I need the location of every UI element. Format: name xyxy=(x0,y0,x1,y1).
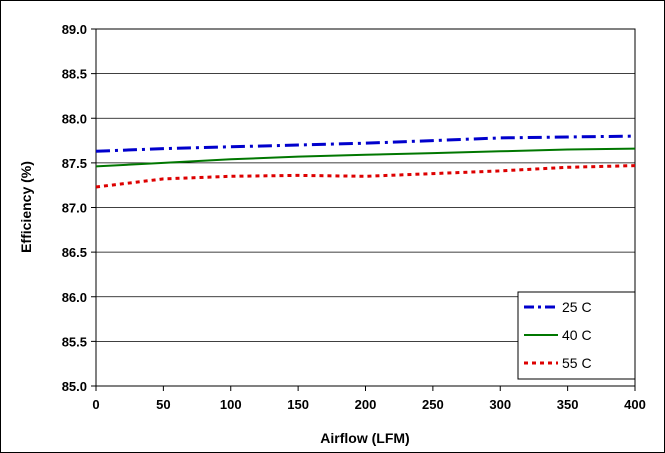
y-tick-label: 89.0 xyxy=(62,22,87,37)
series-line-3 xyxy=(95,164,636,189)
legend-label: 25 C xyxy=(562,299,592,315)
series-line-2 xyxy=(95,147,636,168)
y-tick-label: 87.0 xyxy=(62,201,87,216)
x-tick-label: 100 xyxy=(220,397,242,412)
axes: 85.0 85.5 86.0 86.5 87.0 87.5 88.0 88.5 89.0 0 50 1… xyxy=(62,22,646,412)
x-tick-label: 0 xyxy=(92,397,99,412)
y-tick-label: 88.0 xyxy=(62,111,87,126)
x-tick-label: 150 xyxy=(287,397,309,412)
y-tick-label: 87.5 xyxy=(62,156,87,171)
x-tick-label: 300 xyxy=(489,397,511,412)
x-tick-label: 50 xyxy=(156,397,170,412)
x-tick-label: 250 xyxy=(422,397,444,412)
y-tick-label: 85.5 xyxy=(62,334,87,349)
y-tick-label: 86.5 xyxy=(62,245,87,260)
y-axis-title: Efficiency (%) xyxy=(18,161,34,253)
x-tick-label: 400 xyxy=(624,397,646,412)
legend: 25 C 40 C 55 C xyxy=(517,291,636,380)
y-tick-label: 86.0 xyxy=(62,290,87,305)
y-tick-label: 85.0 xyxy=(62,379,87,394)
x-axis-title: Airflow (LFM) xyxy=(320,430,409,446)
legend-label: 55 C xyxy=(562,355,592,371)
x-tick-label: 200 xyxy=(355,397,377,412)
x-tick-label: 350 xyxy=(557,397,579,412)
series-lines xyxy=(95,134,636,189)
y-tick-label: 88.5 xyxy=(62,67,87,82)
legend-label: 40 C xyxy=(562,327,592,343)
series-line-1 xyxy=(95,134,636,153)
